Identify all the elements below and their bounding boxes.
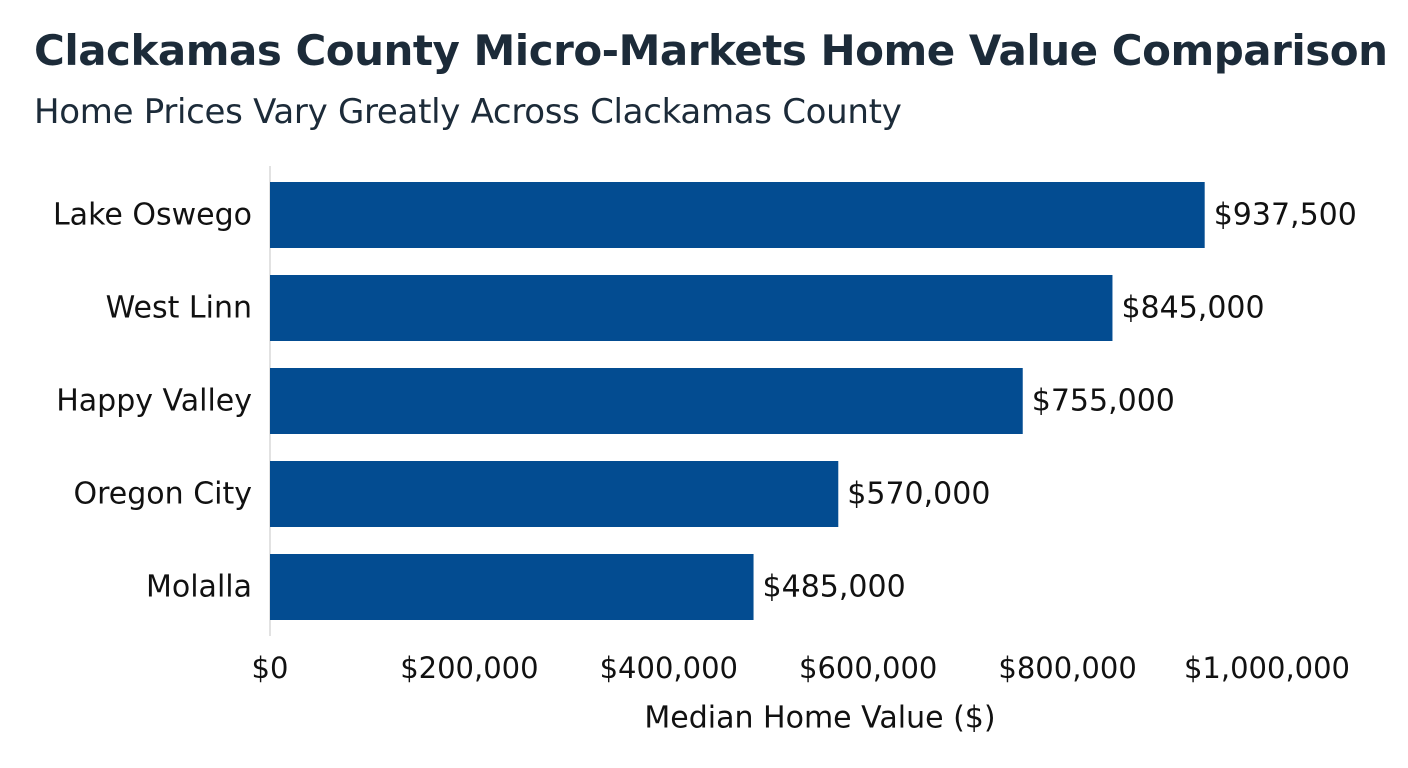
data-label-oregon-city: $570,000 (847, 477, 990, 512)
data-label-molalla: $485,000 (763, 570, 906, 605)
bar-happy-valley (270, 368, 1023, 434)
category-label-oregon-city: Oregon City (74, 477, 253, 512)
category-label-lake-oswego: Lake Oswego (53, 198, 252, 233)
category-label-molalla: Molalla (146, 570, 252, 605)
chart-title: Clackamas County Micro-Markets Home Valu… (34, 26, 1388, 75)
x-axis-title: Median Home Value ($) (644, 701, 995, 736)
x-tick-label: $400,000 (600, 651, 738, 685)
data-label-happy-valley: $755,000 (1032, 384, 1175, 419)
x-tick-label: $1,000,000 (1184, 651, 1350, 685)
bar-west-linn (270, 275, 1113, 341)
data-labels-group: $937,500 $845,000 $755,000 $570,000 $485,000 (763, 198, 1357, 605)
chart-subtitle: Home Prices Vary Greatly Across Clackama… (34, 92, 902, 132)
bar-oregon-city (270, 461, 839, 527)
bar-lake-oswego (270, 182, 1205, 248)
x-tick-labels-group: $0 $200,000 $400,000 $600,000 $800,000 $1,000… (252, 651, 1350, 685)
data-label-lake-oswego: $937,500 (1214, 198, 1357, 233)
category-labels-group: Lake Oswego West Linn Happy Valley Oregon C… (53, 198, 252, 605)
x-tick-label: $200,000 (400, 651, 538, 685)
bar-molalla (270, 554, 754, 620)
category-label-happy-valley: Happy Valley (56, 384, 252, 419)
x-tick-label: $800,000 (998, 651, 1136, 685)
data-label-west-linn: $845,000 (1121, 291, 1264, 326)
x-tick-label: $0 (252, 651, 289, 685)
bars-group (270, 182, 1205, 620)
category-label-west-linn: West Linn (106, 291, 252, 326)
x-tick-label: $600,000 (799, 651, 937, 685)
